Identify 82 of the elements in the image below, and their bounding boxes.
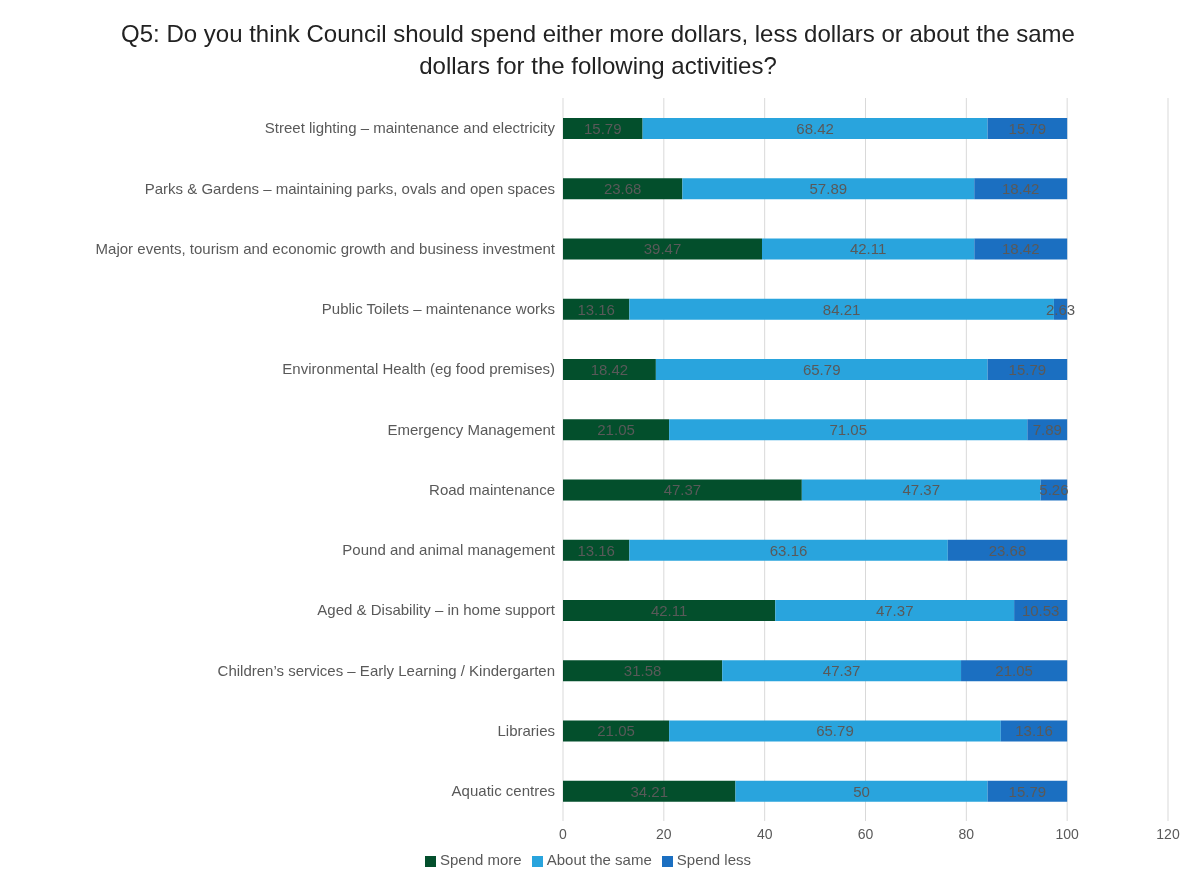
y-tick-label: Major events, tourism and economic growth and business investment	[95, 239, 556, 257]
bar	[563, 118, 643, 139]
bar	[669, 419, 1028, 441]
data-label: 65.79	[802, 360, 841, 378]
y-tick-label: Emergency Management	[387, 420, 556, 438]
chart-title: Q5: Do you think Council should spend either more dollars, less dollars or about the same dollars for the following activities?	[120, 19, 1076, 81]
data-label: 7.89	[1032, 421, 1062, 439]
bar	[682, 178, 975, 200]
x-tick-label: 120	[1156, 825, 1180, 842]
data-label: 63.16	[769, 541, 808, 559]
bar	[563, 238, 762, 260]
data-label: 23.68	[988, 541, 1027, 559]
legend-label: Spend less	[676, 851, 751, 868]
x-tick-label: 80	[958, 825, 975, 842]
bar	[669, 720, 1001, 742]
y-tick-label: Parks & Gardens – maintaining parks, ovals and open spaces	[144, 179, 555, 197]
y-tick-label: Road maintenance	[429, 480, 555, 498]
data-label: 18.42	[590, 360, 629, 378]
data-label: 47.37	[902, 481, 941, 499]
data-label: 18.42	[1001, 180, 1040, 198]
x-tick-label: 100	[1055, 825, 1080, 842]
x-tick-label: 60	[857, 825, 874, 842]
data-label: 31.58	[623, 662, 662, 680]
bar	[722, 660, 962, 682]
bar	[642, 118, 988, 139]
data-label: 15.79	[584, 119, 622, 137]
data-label: 21.05	[597, 421, 635, 439]
bar	[775, 600, 1015, 621]
data-label: 71.05	[829, 421, 868, 439]
bar	[629, 539, 948, 561]
data-label: 21.05	[597, 722, 635, 740]
x-tick-label: 20	[656, 825, 672, 842]
data-label: 10.53	[1021, 601, 1060, 619]
data-label: 57.89	[809, 180, 848, 198]
bar	[563, 780, 736, 802]
data-label: 15.79	[1008, 360, 1047, 378]
data-label: 15.79	[1008, 119, 1047, 137]
data-label: 50	[853, 782, 870, 800]
bar	[801, 479, 1041, 501]
bar	[563, 419, 670, 441]
data-label: 68.42	[796, 119, 834, 137]
data-label: 42.11	[849, 240, 887, 258]
data-label: 18.42	[1001, 240, 1040, 258]
data-label: 84.21	[822, 300, 861, 318]
bar	[761, 238, 975, 260]
data-label: 13.16	[577, 541, 615, 559]
data-label: 65.79	[816, 722, 854, 740]
y-tick-label: Children’s services – Early Learning / Kindergarten	[217, 661, 555, 679]
y-tick-label: Aquatic centres	[451, 782, 555, 800]
data-label: 42.11	[650, 601, 688, 619]
y-tick-label: Libraries	[497, 721, 555, 739]
data-label: 15.79	[1008, 782, 1047, 800]
bar	[563, 720, 670, 742]
bar	[974, 178, 1068, 200]
bar	[974, 238, 1068, 260]
bar	[735, 780, 988, 802]
bar	[961, 660, 1068, 682]
bar	[563, 479, 802, 501]
bar	[563, 660, 723, 682]
y-tick-label: Aged & Disability – in home support	[317, 601, 556, 619]
y-tick-label: Street lighting – maintenance and electricity	[264, 119, 556, 137]
data-label: 47.37	[663, 481, 702, 499]
bar	[563, 600, 776, 621]
legend-label: Spend more	[439, 851, 522, 868]
data-label: 47.37	[875, 601, 914, 619]
bar	[947, 539, 1068, 561]
legend-label: About the same	[546, 851, 652, 868]
data-label: 47.37	[822, 662, 861, 680]
data-label: 23.68	[603, 180, 642, 198]
y-tick-label: Pound and animal management	[342, 541, 556, 559]
data-label: 13.16	[1015, 722, 1053, 740]
y-tick-label: Environmental Health (eg food premises)	[282, 360, 555, 378]
bar	[563, 178, 683, 200]
bar	[563, 359, 656, 380]
y-tick-label: Public Toilets – maintenance works	[321, 300, 555, 318]
data-label: 34.21	[630, 782, 669, 800]
x-tick-label: 40	[756, 825, 773, 842]
data-label: 39.47	[643, 240, 682, 258]
data-label: 13.16	[577, 300, 615, 318]
bar	[655, 359, 988, 380]
data-label: 21.05	[995, 662, 1033, 680]
x-tick-label: 0	[559, 825, 568, 842]
